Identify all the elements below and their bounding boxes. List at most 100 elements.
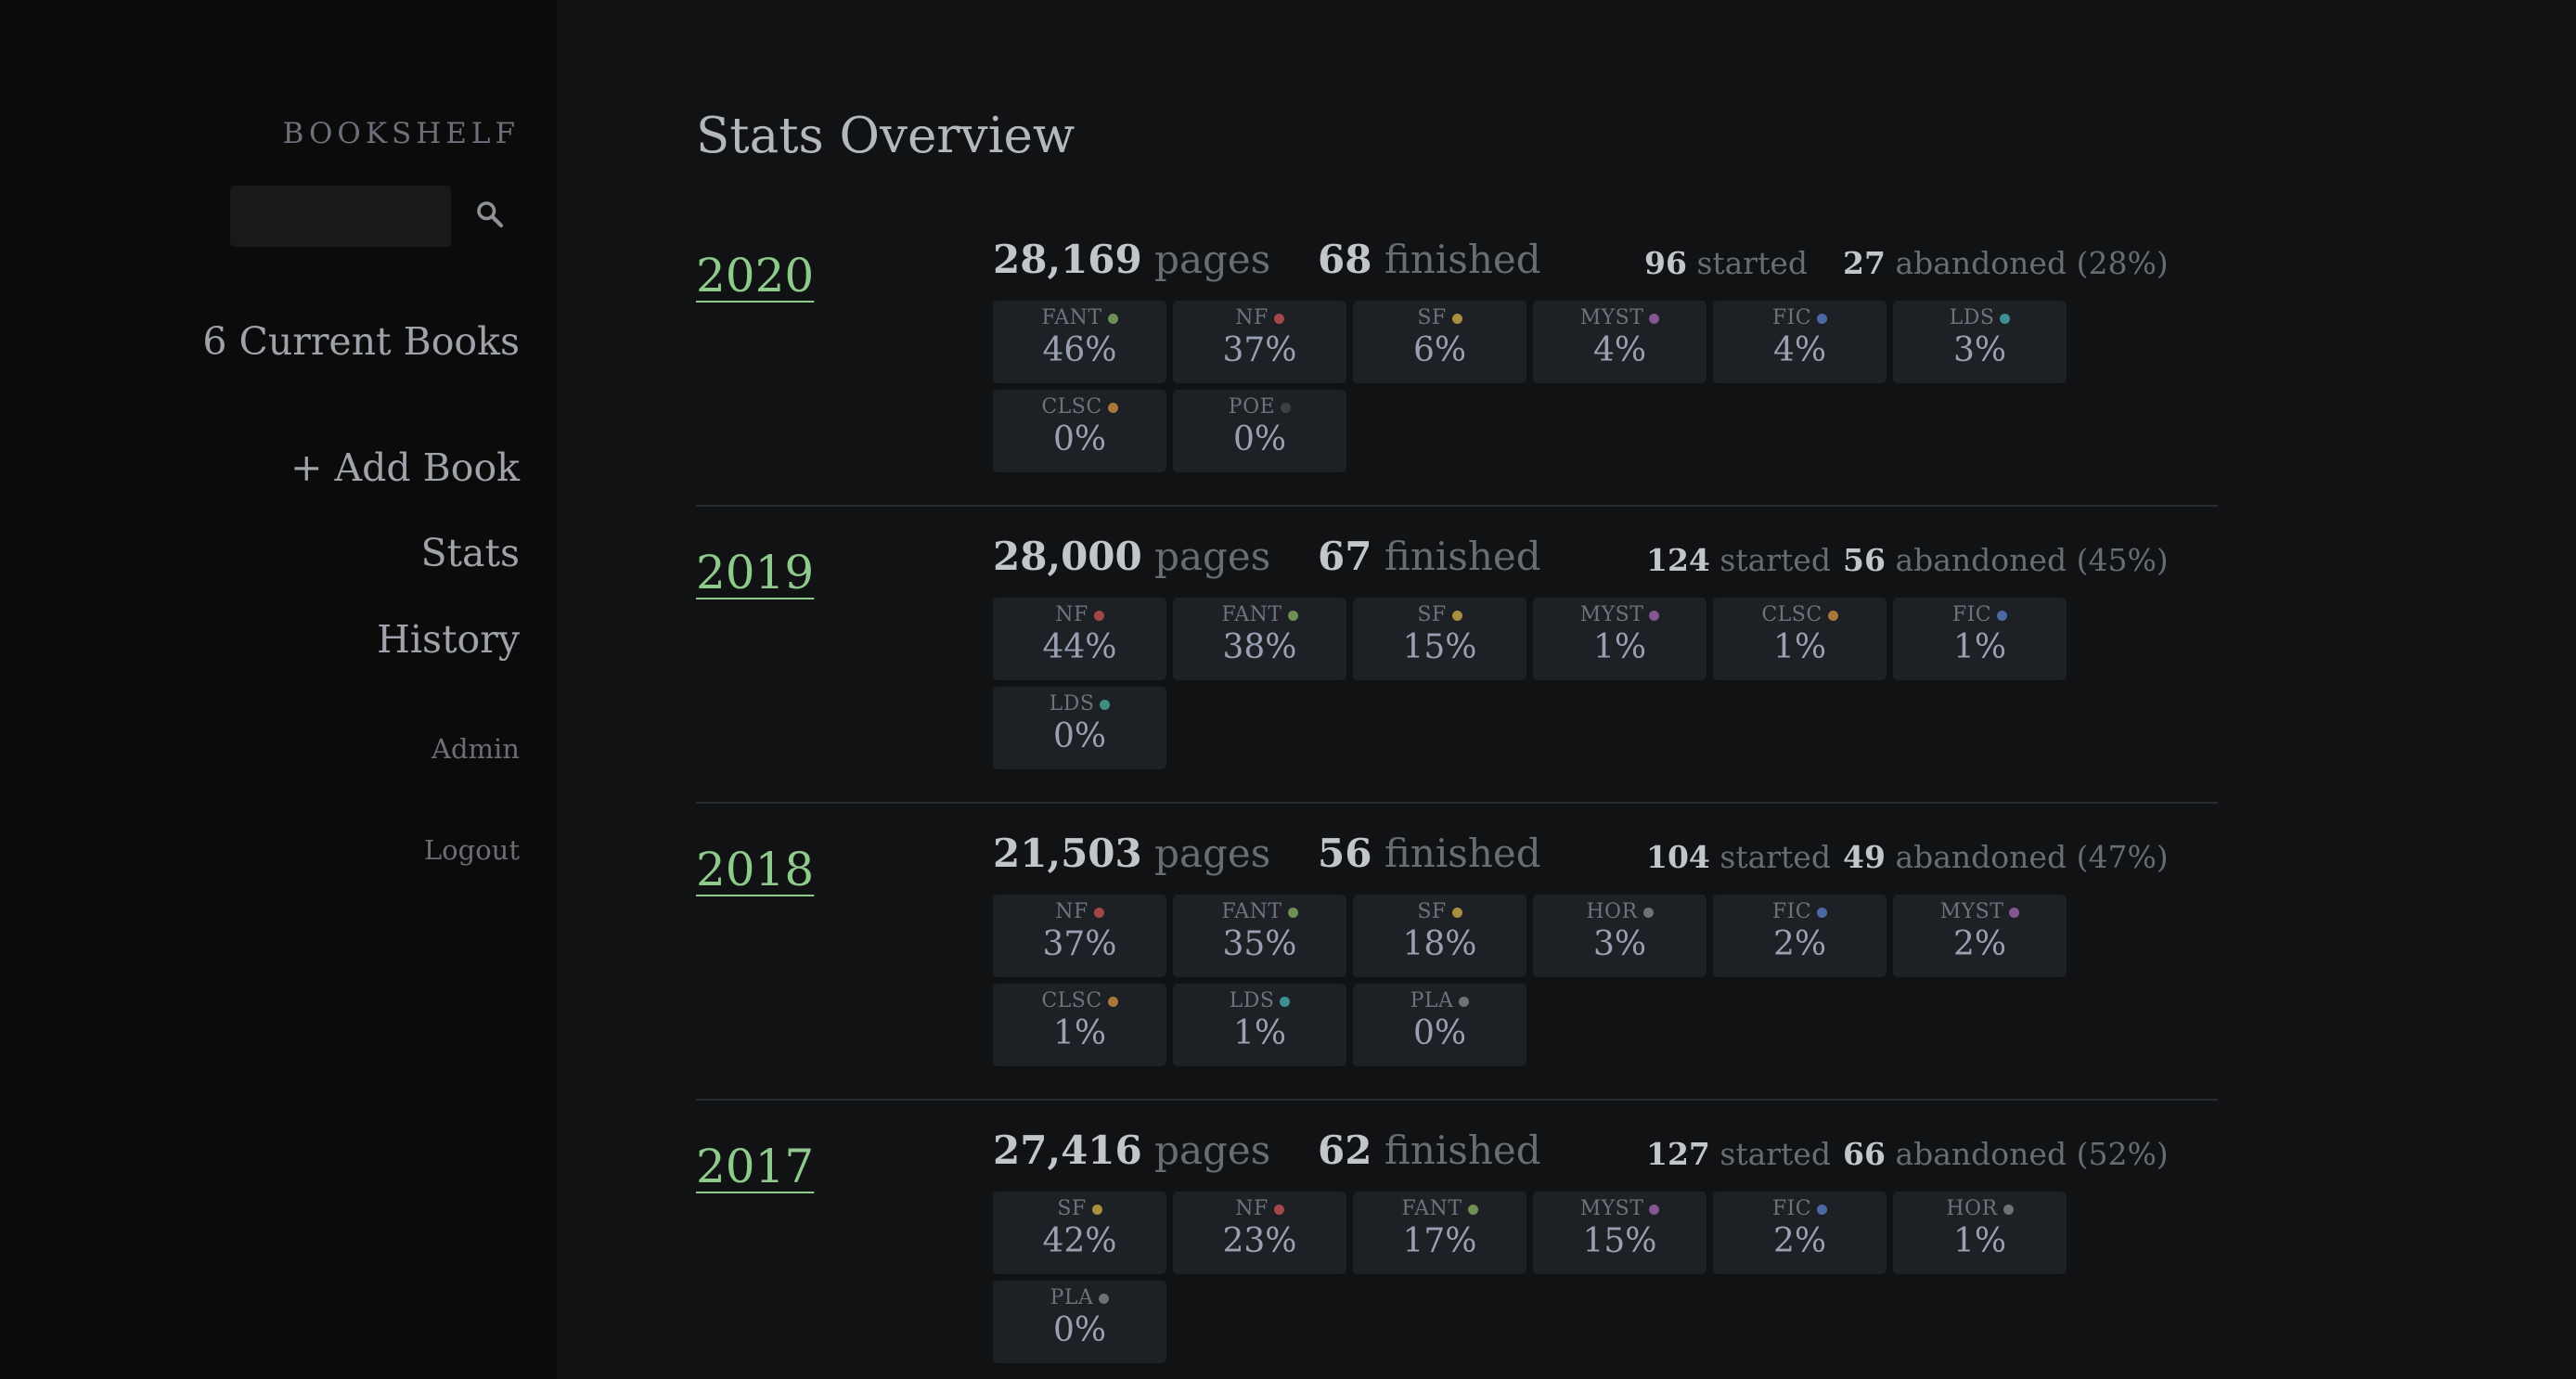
- genre-code-row: MYST: [1533, 307, 1707, 329]
- genre-tile[interactable]: HOR 3%: [1533, 895, 1707, 977]
- genre-percent: 0%: [1052, 420, 1107, 458]
- section-divider: [696, 1099, 2218, 1101]
- genre-tile[interactable]: SF 15%: [1353, 598, 1526, 680]
- genre-tile[interactable]: MYST 2%: [1893, 895, 2067, 977]
- genre-color-dot-icon: [1649, 1204, 1660, 1215]
- genre-tile[interactable]: NF 37%: [1173, 301, 1346, 383]
- genre-grid: SF 42% NF 23% FANT 17% MYST 15% FIC 2% HOR 1% PLA 0%: [993, 1192, 2079, 1363]
- history-link[interactable]: History: [377, 617, 520, 662]
- started-stat-label: started: [1719, 839, 1831, 875]
- genre-percent: 0%: [1052, 1311, 1107, 1349]
- genre-percent: 1%: [1232, 1014, 1287, 1052]
- genre-tile[interactable]: PLA 0%: [993, 1281, 1166, 1363]
- genre-tile[interactable]: MYST 15%: [1533, 1192, 1707, 1274]
- genre-tile[interactable]: CLSC 1%: [1713, 598, 1887, 680]
- genre-color-dot-icon: [1459, 996, 1470, 1007]
- genre-color-dot-icon: [1827, 610, 1838, 621]
- search-button[interactable]: [469, 193, 511, 236]
- genre-tile[interactable]: POE 0%: [1173, 390, 1346, 472]
- genre-code: FIC: [1771, 1197, 1812, 1220]
- genre-tile[interactable]: SF 18%: [1353, 895, 1526, 977]
- started-stat-value: 96: [1644, 245, 1687, 281]
- genre-code-row: NF: [993, 604, 1166, 626]
- section-divider: [696, 802, 2218, 804]
- year-link[interactable]: 2019: [696, 546, 815, 599]
- genre-tile[interactable]: FANT 17%: [1353, 1192, 1526, 1274]
- abandoned-stat-value: 66: [1843, 1136, 1886, 1172]
- genre-tile[interactable]: FIC 2%: [1713, 1192, 1887, 1274]
- finished-stat-value: 62: [1318, 1128, 1372, 1173]
- genre-tile[interactable]: FANT 38%: [1173, 598, 1346, 680]
- genre-code-row: CLSC: [993, 990, 1166, 1012]
- genre-percent: 35%: [1222, 925, 1297, 963]
- genre-code: SF: [1417, 306, 1447, 329]
- genre-tile[interactable]: SF 6%: [1353, 301, 1526, 383]
- logout-link[interactable]: Logout: [423, 834, 520, 866]
- started-stat: 127 started: [1646, 1136, 1831, 1172]
- genre-code-row: MYST: [1533, 604, 1707, 626]
- genre-code: FANT: [1221, 603, 1282, 626]
- genre-color-dot-icon: [1273, 313, 1284, 324]
- genre-tile[interactable]: LDS 0%: [993, 687, 1166, 769]
- stats-link[interactable]: Stats: [420, 531, 520, 575]
- genre-tile[interactable]: CLSC 1%: [993, 984, 1166, 1066]
- genre-tile[interactable]: FIC 2%: [1713, 895, 1887, 977]
- pages-stat-label: pages: [1154, 1128, 1271, 1173]
- genre-color-dot-icon: [1649, 610, 1660, 621]
- genre-code: NF: [1055, 603, 1088, 626]
- genre-percent: 2%: [1772, 925, 1827, 963]
- genre-tile[interactable]: FIC 1%: [1893, 598, 2067, 680]
- genre-tile[interactable]: LDS 3%: [1893, 301, 2067, 383]
- genre-code: CLSC: [1041, 989, 1102, 1012]
- finished-stat-value: 56: [1318, 831, 1372, 876]
- genre-tile[interactable]: MYST 1%: [1533, 598, 1707, 680]
- genre-tile[interactable]: FIC 4%: [1713, 301, 1887, 383]
- genre-code-row: CLSC: [1713, 604, 1887, 626]
- pages-stat-label: pages: [1154, 831, 1271, 876]
- genre-tile[interactable]: NF 23%: [1173, 1192, 1346, 1274]
- genre-tile[interactable]: NF 37%: [993, 895, 1166, 977]
- genre-percent: 37%: [1222, 331, 1297, 369]
- genre-tile[interactable]: SF 42%: [993, 1192, 1166, 1274]
- genre-tile[interactable]: CLSC 0%: [993, 390, 1166, 472]
- genre-percent: 44%: [1042, 628, 1117, 666]
- genre-tile[interactable]: HOR 1%: [1893, 1192, 2067, 1274]
- genre-percent: 2%: [1952, 925, 2007, 963]
- genre-tile[interactable]: LDS 1%: [1173, 984, 1346, 1066]
- genre-code-row: SF: [1353, 604, 1526, 626]
- year-link[interactable]: 2018: [696, 843, 815, 896]
- genre-code-row: FANT: [1353, 1198, 1526, 1220]
- started-stat-label: started: [1696, 245, 1808, 281]
- genre-code: FANT: [1401, 1197, 1462, 1220]
- genre-code-row: PLA: [1353, 990, 1526, 1012]
- genre-tile[interactable]: MYST 4%: [1533, 301, 1707, 383]
- genre-tile[interactable]: NF 44%: [993, 598, 1166, 680]
- admin-link[interactable]: Admin: [431, 733, 520, 765]
- year-link[interactable]: 2017: [696, 1140, 815, 1193]
- genre-code: FIC: [1771, 306, 1812, 329]
- genre-tile[interactable]: FANT 46%: [993, 301, 1166, 383]
- genre-code-row: HOR: [1893, 1198, 2067, 1220]
- genre-percent: 46%: [1042, 331, 1117, 369]
- abandoned-stat: 27 abandoned (28%): [1843, 245, 2169, 281]
- current-books-link[interactable]: 6 Current Books: [202, 319, 520, 364]
- year-link[interactable]: 2020: [696, 249, 815, 303]
- page-title: Stats Overview: [696, 108, 1075, 164]
- genre-tile[interactable]: FANT 35%: [1173, 895, 1346, 977]
- genre-color-dot-icon: [1451, 610, 1462, 621]
- started-stat: 124 started: [1646, 542, 1831, 578]
- genre-percent: 0%: [1412, 1014, 1467, 1052]
- year-summary: 28,169 pages 68 finished 96 started 27 aban…: [993, 232, 2218, 297]
- genre-percent: 0%: [1232, 420, 1287, 458]
- genre-color-dot-icon: [1093, 610, 1104, 621]
- genre-tile[interactable]: PLA 0%: [1353, 984, 1526, 1066]
- search-input[interactable]: [230, 186, 451, 247]
- genre-color-dot-icon: [1100, 699, 1111, 710]
- genre-code: PLA: [1050, 1286, 1094, 1309]
- brand-logo[interactable]: BOOKSHELF: [282, 117, 520, 150]
- finished-stat: 56 finished: [1318, 831, 1541, 876]
- abandoned-stat-label: abandoned: [1895, 1136, 2067, 1172]
- add-book-link[interactable]: + Add Book: [290, 445, 520, 490]
- genre-color-dot-icon: [1467, 1204, 1478, 1215]
- genre-percent: 2%: [1772, 1222, 1827, 1260]
